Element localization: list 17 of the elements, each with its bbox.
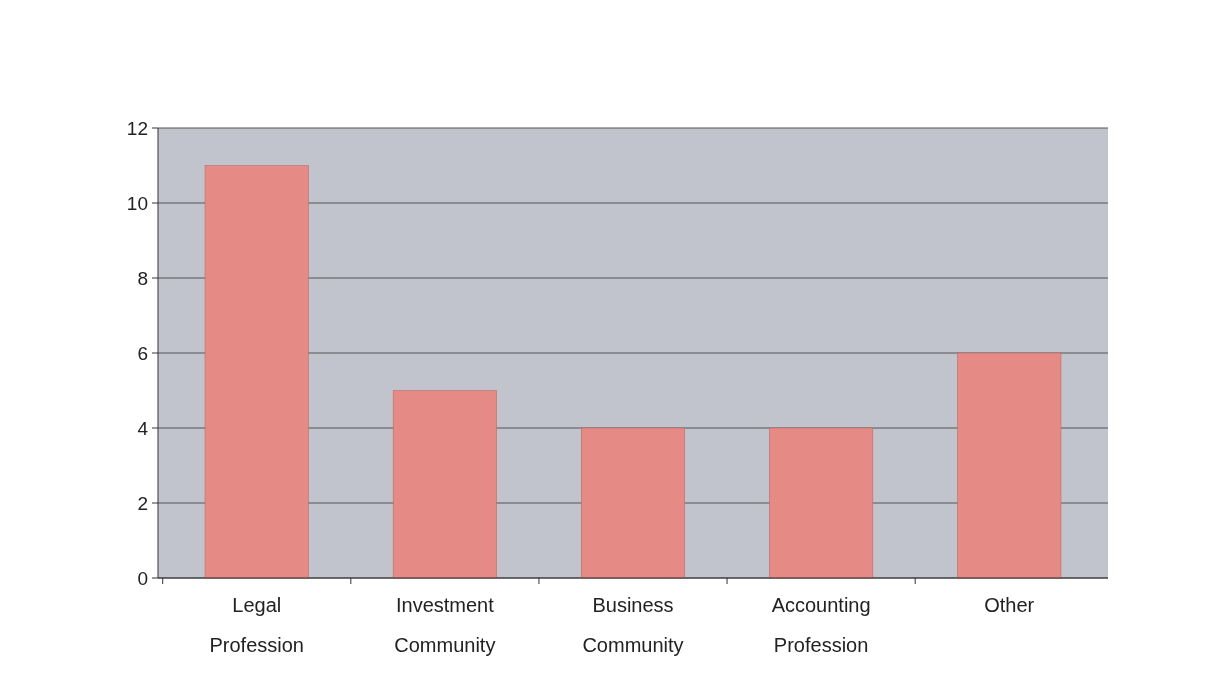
bar [392,390,497,579]
x-tick-label: Other [984,594,1035,616]
y-tick-label: 2 [137,492,148,514]
y-tick-label: 12 [126,117,148,139]
x-tick-label: Legal Profession [209,594,305,656]
bar [204,165,309,579]
x-tick-label: Accounting Profession [771,594,871,656]
bar [769,427,874,579]
y-tick-label: 4 [137,417,149,439]
x-tick-label: Business Community [582,594,684,656]
bar [957,352,1062,579]
y-tick-label: 10 [126,192,148,214]
bar [581,427,685,579]
x-tick-label: Investment Community [394,594,496,656]
y-tick-label: 6 [137,342,148,364]
y-tick-label: 0 [137,567,148,589]
y-tick-label: 8 [137,267,148,289]
